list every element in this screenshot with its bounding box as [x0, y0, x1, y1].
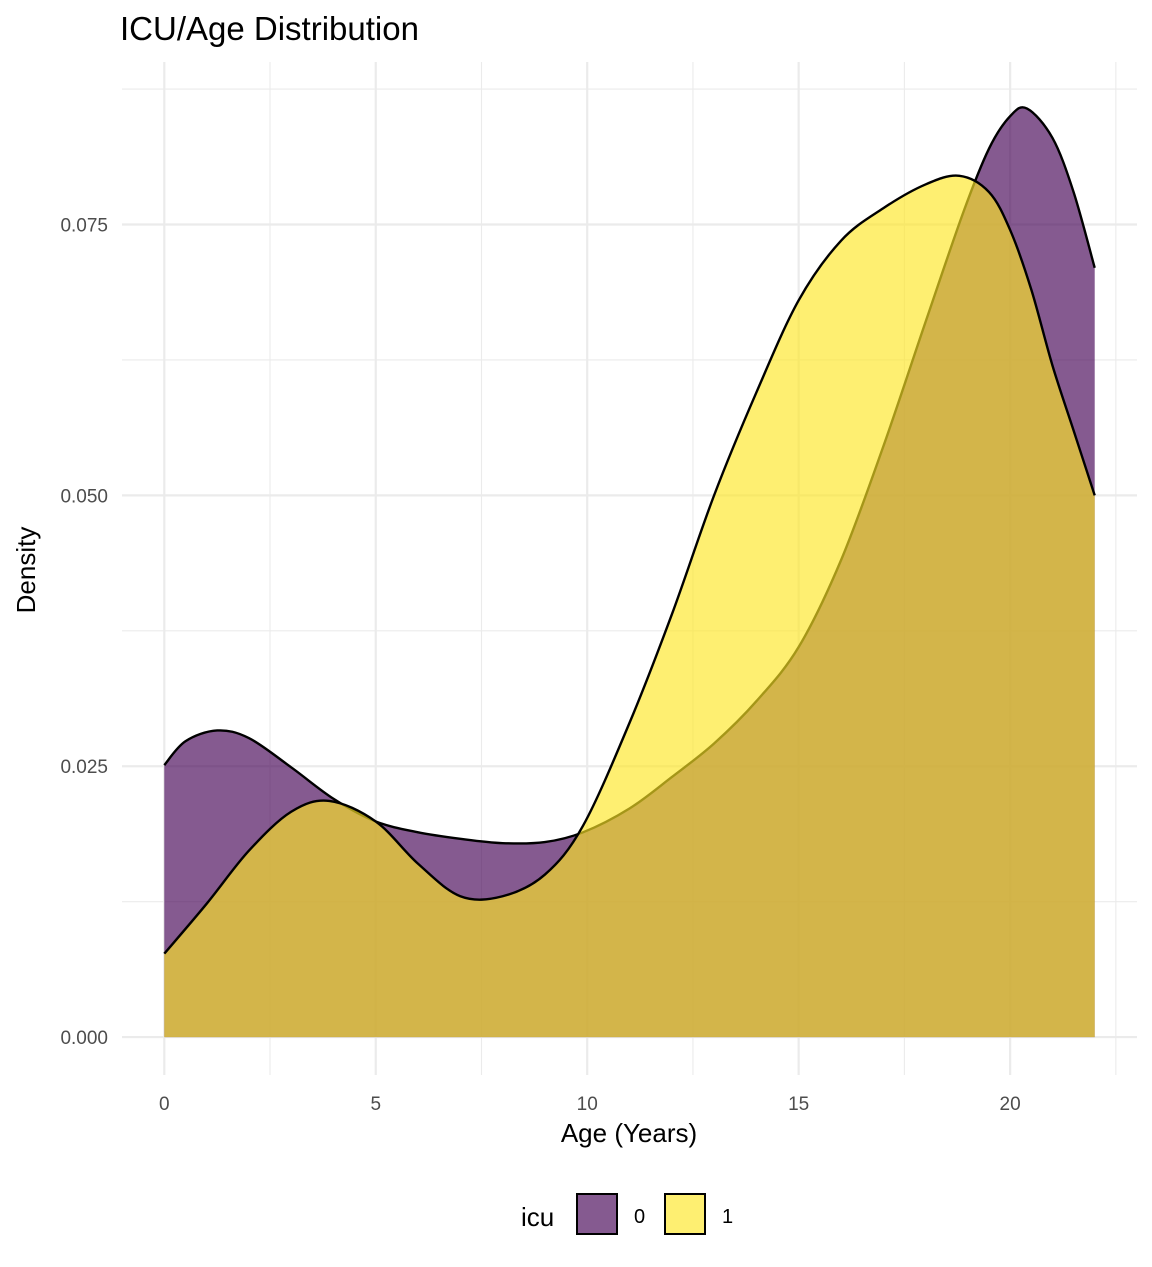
- density-line-1: [163, 174, 1096, 955]
- y-tick-label: 0.075: [60, 216, 108, 237]
- density-area-1: [164, 175, 1095, 1038]
- x-tick-label: 10: [577, 1094, 598, 1115]
- legend: icu 0 1: [521, 1193, 733, 1235]
- y-tick-label: 0.025: [60, 757, 108, 778]
- x-tick-label: 5: [370, 1094, 381, 1115]
- y-axis-title: Density: [11, 527, 41, 614]
- chart-title: ICU/Age Distribution: [120, 10, 419, 47]
- y-axis-ticks: 0.000 0.025 0.050 0.075: [60, 216, 108, 1050]
- legend-key-1: [664, 1193, 706, 1235]
- density-series: [163, 106, 1096, 1038]
- legend-label-1: 1: [722, 1206, 733, 1228]
- x-tick-label: 20: [1000, 1094, 1021, 1115]
- y-tick-label: 0.000: [60, 1028, 108, 1049]
- x-tick-label: 15: [788, 1094, 809, 1115]
- y-tick-label: 0.050: [60, 486, 108, 507]
- legend-title: icu: [521, 1202, 554, 1232]
- legend-label-0: 0: [634, 1206, 645, 1228]
- x-axis-ticks: 0 5 10 15 20: [159, 1094, 1021, 1115]
- x-tick-label: 0: [159, 1094, 170, 1115]
- legend-key-0: [576, 1193, 618, 1235]
- x-axis-title: Age (Years): [561, 1118, 697, 1148]
